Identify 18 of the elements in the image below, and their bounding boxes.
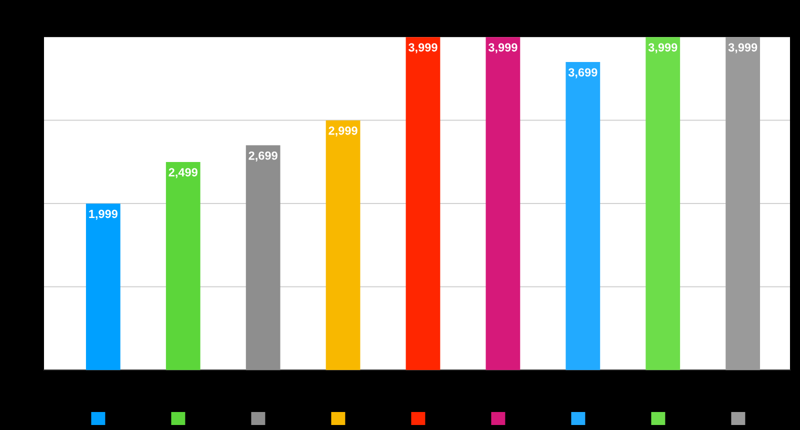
data-label: 2,699 [248, 151, 278, 162]
data-label: 2,499 [168, 168, 198, 178]
data-label: 2,999 [328, 126, 358, 137]
data-label: 3,999 [408, 43, 438, 54]
data-label: 1,999 [89, 210, 118, 220]
bar [486, 37, 520, 370]
bar [246, 145, 280, 370]
data-label: 3,999 [728, 43, 758, 54]
bar [326, 120, 360, 370]
data-label: 3,699 [568, 68, 598, 78]
data-label: 3,999 [648, 43, 678, 54]
bar [726, 37, 760, 370]
bar [406, 37, 440, 370]
bar [566, 62, 600, 370]
bar [86, 204, 120, 370]
data-label: 3,999 [488, 43, 518, 54]
bar [166, 162, 200, 370]
bar [646, 37, 680, 370]
